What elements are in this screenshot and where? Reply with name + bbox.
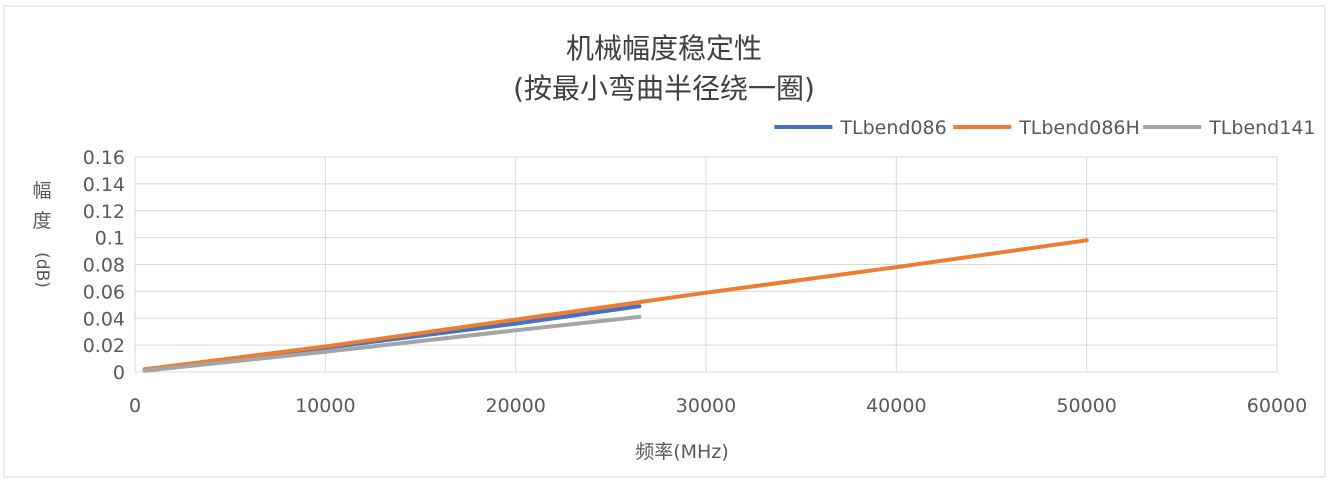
legend-label: TLbend086H	[1018, 117, 1140, 139]
x-axis-label: 频率(MHz)	[635, 441, 728, 463]
chart-title-line-2: (按最小弯曲半径绕一圈)	[513, 72, 815, 105]
x-tick-label: 0	[129, 395, 141, 417]
y-tick-label: 0	[113, 362, 125, 384]
legend: TLbend086 TLbend086H TLbend141	[774, 117, 1316, 139]
y-tick-label: 0.06	[83, 281, 125, 303]
chart-title-line-1: 机械幅度稳定性	[566, 32, 762, 65]
y-axis-label-part-2: 度	[32, 210, 51, 232]
y-tick-label: 0.08	[83, 255, 125, 277]
legend-label: TLbend086	[839, 117, 946, 139]
y-tick-label: 0.12	[83, 201, 125, 223]
x-tick-label: 50000	[1056, 395, 1116, 417]
y-tick-label: 0.1	[95, 228, 125, 250]
tick-layer: 0 0.02 0.04 0.06 0.08 0.1 0.12 0.14 0.16 0 10000 20…	[83, 147, 1308, 417]
x-tick-label: 30000	[676, 395, 736, 417]
y-tick-label: 0.04	[83, 308, 125, 330]
x-tick-label: 10000	[295, 395, 355, 417]
series-line-tlbend086h	[142, 238, 1089, 372]
series-line-tlbend141	[142, 314, 642, 373]
x-tick-label: 20000	[485, 395, 545, 417]
series-layer	[142, 238, 1089, 373]
y-tick-label: 0.02	[83, 335, 125, 357]
x-tick-label: 40000	[866, 395, 926, 417]
y-tick-label: 0.14	[83, 174, 125, 196]
y-axis-label-part-3: (dB)	[32, 252, 52, 288]
x-tick-label: 60000	[1247, 395, 1307, 417]
chart-border	[3, 5, 1326, 478]
y-tick-label: 0.16	[83, 147, 125, 169]
legend-label: TLbend141	[1208, 117, 1315, 139]
y-axis-label-part-1: 幅	[32, 180, 51, 202]
